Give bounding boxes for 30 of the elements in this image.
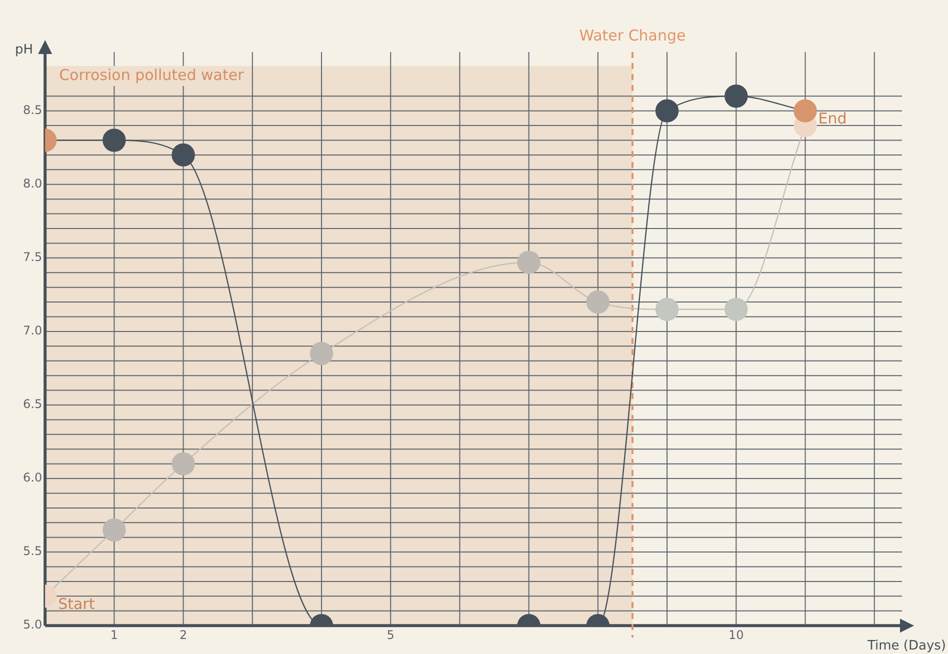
- band-label: Corrosion polluted water: [59, 66, 245, 84]
- x-tick-label: 2: [179, 628, 188, 642]
- y-tick-label: 6.5: [22, 397, 42, 412]
- point: [102, 518, 126, 542]
- point: [655, 99, 679, 122]
- point: [310, 342, 334, 366]
- x-tick-label: 1: [110, 628, 118, 642]
- x-axis-title: Time (Days): [866, 638, 946, 654]
- point: [724, 84, 748, 108]
- y-tick-label: 5.0: [22, 618, 42, 632]
- point: [172, 452, 195, 476]
- y-tick-label: 7.5: [22, 250, 42, 264]
- point: [586, 290, 610, 314]
- point: [724, 298, 748, 321]
- annotation: Start: [58, 595, 95, 614]
- y-tick-label: 8.5: [22, 102, 42, 117]
- point: [102, 128, 126, 152]
- y-tick-label: 6.0: [22, 470, 42, 485]
- point: [517, 250, 540, 274]
- point: [655, 298, 679, 321]
- x-tick-label: 10: [728, 628, 744, 642]
- point: [794, 99, 817, 122]
- y-tick-label: 8.0: [22, 176, 42, 190]
- y-tick-label: 5.5: [22, 544, 42, 558]
- y-axis-title: pH: [15, 42, 34, 58]
- annotation: End: [818, 110, 847, 128]
- x-tick-label: 5: [386, 628, 394, 642]
- y-tick-label: 7.0: [22, 324, 42, 338]
- ref-line-label: Water Change: [579, 26, 686, 44]
- point: [172, 143, 195, 167]
